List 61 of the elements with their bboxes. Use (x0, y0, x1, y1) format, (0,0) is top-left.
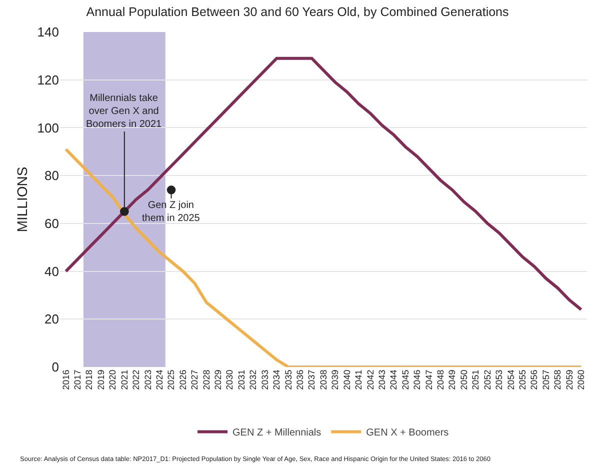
line-series (64, 56, 583, 312)
x-tick-label: 2058 (552, 370, 563, 390)
x-tick-label: 2039 (330, 370, 340, 390)
y-tick-label: 80 (44, 168, 59, 184)
x-tick-label: 2047 (424, 370, 434, 390)
x-tick-label: 2040 (342, 370, 352, 390)
x-tick-label: 2043 (376, 370, 387, 390)
chart-title: Annual Population Between 30 and 60 Years Old, by Combined Generations (86, 4, 509, 19)
legend-label: GEN Z + Millennials (232, 428, 322, 439)
x-tick-label: 2034 (272, 370, 282, 390)
x-tick-label: 2022 (131, 370, 142, 390)
x-tick-label: 2031 (236, 370, 246, 390)
y-axis-title: MILLIONS (14, 166, 30, 232)
x-tick-label: 2042 (365, 370, 376, 390)
annotation: Gen Z join them in 2025 (142, 200, 200, 224)
y-tick-label: 120 (37, 72, 59, 88)
x-tick-label: 2052 (482, 370, 492, 390)
x-tick-label: 2044 (388, 370, 399, 390)
annotation: Millennials take over Gen X and Boomers in 2021 (86, 93, 162, 130)
x-tick-label: 2059 (564, 370, 574, 390)
x-tick-label: 2032 (248, 370, 258, 390)
x-tick-label: 2016 (60, 370, 71, 390)
x-tick-label: 2018 (84, 370, 94, 390)
x-tick-label: 2021 (119, 370, 130, 390)
x-tick-label: 2027 (190, 370, 200, 390)
x-tick-label: 2055 (518, 370, 528, 390)
y-tick-label: 140 (37, 24, 59, 40)
x-tick-label: 2017 (72, 370, 82, 390)
x-tick-label: 2028 (201, 370, 212, 390)
x-tick-label: 2049 (447, 370, 458, 390)
x-tick-label: 2045 (400, 370, 410, 390)
x-tick-label: 2024 (154, 370, 164, 390)
x-tick-label: 2035 (283, 370, 294, 390)
x-tick-label: 2038 (318, 370, 328, 390)
x-tick-label: 2019 (96, 370, 106, 390)
y-tick-label: 20 (44, 312, 59, 327)
x-tick-label: 2026 (178, 370, 188, 390)
x-tick-label: 2037 (306, 370, 317, 390)
x-tick-label: 2023 (142, 370, 153, 390)
x-tick-label: 2048 (436, 370, 446, 390)
y-tick-label: 100 (37, 120, 59, 136)
y-tick-label: 60 (44, 216, 59, 231)
x-tick-label: 2036 (295, 370, 306, 390)
y-tick-label: 0 (52, 360, 59, 375)
line-series (64, 148, 583, 367)
x-tick-label: 2033 (260, 370, 270, 390)
x-tick-label: 2054 (506, 370, 516, 390)
x-tick-label: 2029 (213, 370, 224, 390)
x-tick-label: 2020 (108, 370, 118, 390)
x-tick-label: 2025 (166, 370, 176, 390)
x-tick-label: 2041 (354, 370, 364, 390)
x-tick-label: 2050 (458, 370, 469, 390)
x-tick-label: 2057 (540, 370, 551, 390)
legend-label: GEN X + Boomers (366, 428, 449, 439)
x-tick-label: 2053 (494, 370, 504, 390)
x-tick-label: 2046 (412, 370, 422, 390)
y-tick-label: 40 (44, 264, 59, 279)
x-tick-label: 2060 (576, 370, 586, 390)
x-tick-label: 2030 (224, 370, 235, 390)
x-tick-label: 2051 (470, 370, 481, 390)
x-tick-label: 2056 (529, 370, 540, 390)
